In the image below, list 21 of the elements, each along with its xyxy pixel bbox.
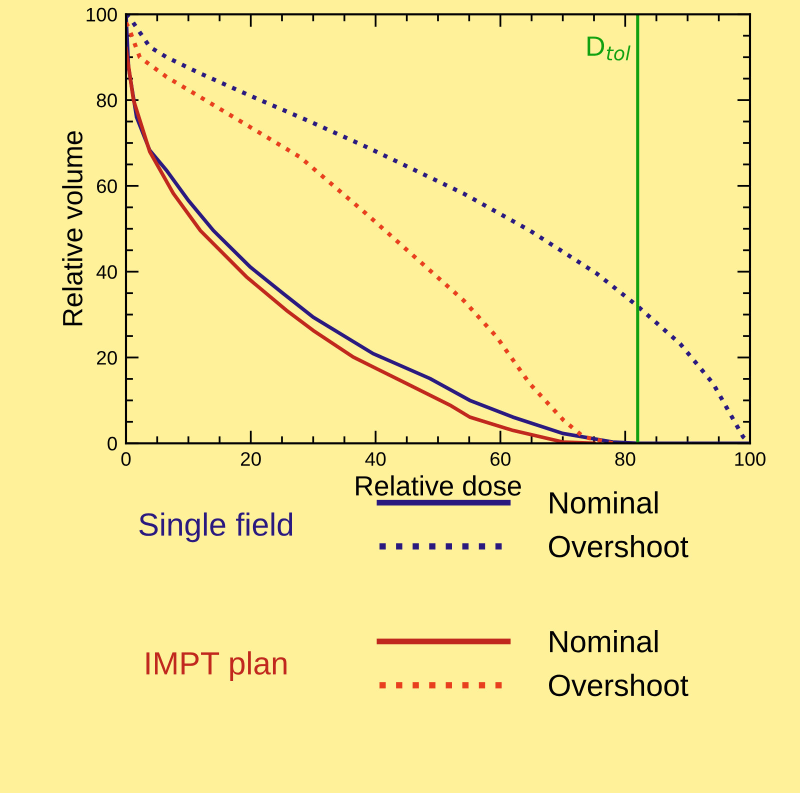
x-tick-label: 60 [490, 452, 510, 466]
x-axis-title: Relative dose [356, 475, 521, 496]
x-tick-label: 100 [735, 452, 766, 466]
x-tick-label: 20 [240, 452, 261, 466]
y-tick-label: 80 [96, 94, 117, 108]
text: Single field [139, 512, 292, 542]
x-tick-label: 0 [121, 452, 131, 466]
ref-line-label: D$_{tol}$ [588, 36, 630, 61]
legend-label: Nominal [550, 630, 658, 652]
y-tick-label: 60 [97, 179, 117, 194]
y-tick-label: 100 [86, 8, 117, 22]
legend-label: Overshoot [549, 534, 688, 558]
x-tick-label: 40 [365, 452, 386, 466]
y-tick-label: 40 [96, 265, 117, 279]
text: IMPT plan [146, 651, 286, 682]
y-tick-label: 20 [97, 350, 117, 365]
y-axis-title: Relative volume [62, 131, 83, 326]
legend-label: Overshoot [549, 674, 688, 696]
y-tick-label: 0 [108, 436, 117, 451]
legend-label: Nominal [550, 491, 658, 514]
x-tick-label: 80 [615, 452, 636, 466]
